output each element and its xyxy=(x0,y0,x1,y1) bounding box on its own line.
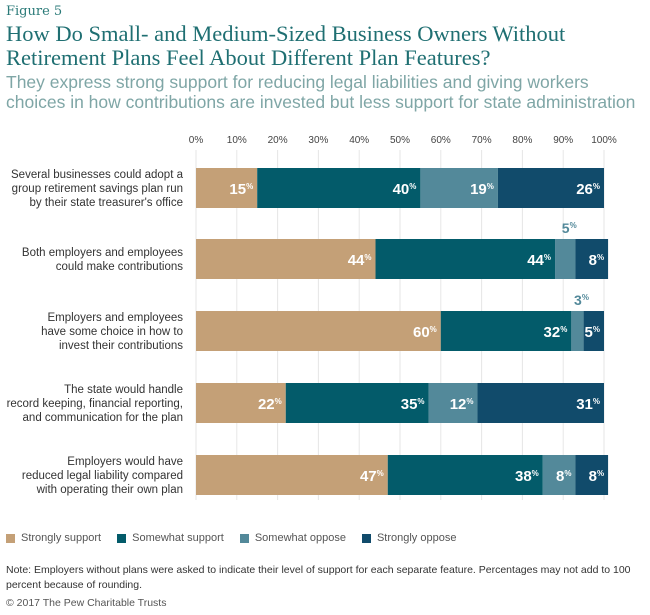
legend-label: Strongly support xyxy=(21,532,102,544)
category-label: could make contributions xyxy=(56,261,183,273)
category-label: The state would handle xyxy=(64,384,183,396)
x-tick-label: 30% xyxy=(308,135,328,146)
x-tick-label: 90% xyxy=(553,135,573,146)
bar-chart: 0% 10% 20% 30% 40% 50% 60% 70% 80% 90% 100% Several… xyxy=(7,135,617,500)
bar-segment xyxy=(420,168,498,208)
data-label: 5% xyxy=(562,220,577,236)
category-label: Several businesses could adopt a xyxy=(11,169,184,181)
category-label: by their state treasurer's office xyxy=(30,197,183,209)
bar-segment xyxy=(387,455,543,495)
x-tick-label: 10% xyxy=(227,135,247,146)
bar-segment xyxy=(257,168,421,208)
legend-item: Strongly support xyxy=(6,532,101,544)
legend-label: Somewhat oppose xyxy=(254,532,346,544)
x-tick-label: 20% xyxy=(268,135,288,146)
category-label: Both employers and employees xyxy=(22,247,183,259)
bar-segment xyxy=(477,383,604,423)
x-tick-label: 0% xyxy=(189,135,204,146)
chart-title: How Do Small- and Medium-Sized Business … xyxy=(6,21,566,70)
footnote: Note: Employers without plans were asked… xyxy=(6,564,631,591)
category-label: with operating their own plan xyxy=(36,484,183,496)
legend-swatch xyxy=(6,533,15,543)
bar-segment xyxy=(196,311,441,351)
category-label: reduced legal liability compared xyxy=(22,470,183,482)
category-label: and communication for the plan xyxy=(23,412,183,424)
bar-segment xyxy=(196,455,388,495)
bar-segment xyxy=(571,311,584,351)
category-label: invest their contributions xyxy=(59,340,183,352)
bar-segment xyxy=(196,383,286,423)
copyright: © 2017 The Pew Charitable Trusts xyxy=(6,597,167,609)
data-label: 3% xyxy=(574,292,589,308)
category-label: Employers and employees xyxy=(47,312,183,324)
bar-segment xyxy=(555,239,576,279)
x-tick-label: 40% xyxy=(349,135,369,146)
legend-label: Strongly oppose xyxy=(376,532,457,544)
legend-swatch xyxy=(117,533,127,543)
category-label: have some choice in how to xyxy=(41,326,183,338)
bar-segment xyxy=(196,239,376,279)
bar-segment xyxy=(428,383,478,423)
bar-segment xyxy=(583,311,604,351)
x-tick-label: 80% xyxy=(512,135,532,146)
figure-label: Figure 5 xyxy=(6,4,63,19)
legend-swatch xyxy=(361,533,371,543)
x-tick-label: 50% xyxy=(390,135,410,146)
legend: Strongly support Somewhat support Somewh… xyxy=(6,532,456,544)
legend-item: Somewhat oppose xyxy=(239,532,346,544)
legend-item: Strongly oppose xyxy=(361,532,457,544)
x-tick-label: 60% xyxy=(431,135,451,146)
x-tick-label: 70% xyxy=(472,135,492,146)
legend-item: Somewhat support xyxy=(117,532,224,544)
bar-segment xyxy=(440,311,572,351)
x-tick-label: 100% xyxy=(591,135,617,146)
chart-subtitle: They express strong support for reducing… xyxy=(6,72,636,112)
legend-swatch xyxy=(239,533,249,543)
bar-segment xyxy=(542,455,576,495)
category-label: record keeping, financial reporting, xyxy=(7,398,183,410)
category-label: group retirement savings plan run xyxy=(12,183,183,195)
legend-label: Somewhat support xyxy=(132,532,224,544)
bar-segment xyxy=(575,239,609,279)
bar-segment xyxy=(196,168,258,208)
category-label: Employers would have xyxy=(67,456,183,468)
bar-segment xyxy=(285,383,429,423)
bar-segment xyxy=(375,239,556,279)
bar-segment xyxy=(497,168,604,208)
bar-segment xyxy=(575,455,609,495)
